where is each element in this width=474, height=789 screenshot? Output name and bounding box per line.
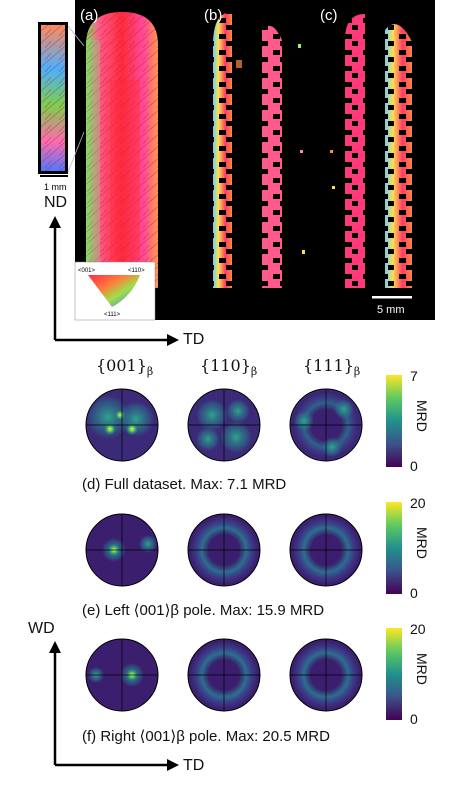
colorbar-e-unit: MRD <box>414 527 430 559</box>
panel-label-c: (c) <box>320 7 338 24</box>
colorbar-e-max: 20 <box>410 495 426 511</box>
axes-arrows-top <box>49 216 179 346</box>
axes-arrows-bottom <box>49 641 179 771</box>
header-001: {001}β <box>96 356 154 379</box>
colorbar-d-min: 0 <box>410 458 418 474</box>
td-axis-label-top: TD <box>183 331 205 348</box>
caption-d: (d) Full dataset. Max: 7.1 MRD <box>82 476 287 493</box>
scale-bar-label: 5 mm <box>377 304 405 316</box>
pole-figure-e-001 <box>85 513 159 587</box>
panel-label-a: (a) <box>80 7 98 24</box>
td-axis-label-bottom: TD <box>183 757 205 774</box>
pole-figure-d-111 <box>289 388 363 462</box>
ebsd-map-a <box>86 12 158 290</box>
caption-f: (f) Right ⟨001⟩β pole. Max: 20.5 MRD <box>82 728 330 745</box>
svg-text:<110>: <110> <box>128 268 145 274</box>
ebsd-inset <box>38 22 85 177</box>
pole-figure-e-111 <box>289 513 363 587</box>
colorbar-d-unit: MRD <box>414 400 430 432</box>
inset-scale-label: 1 mm <box>44 182 67 192</box>
nd-axis-label: ND <box>44 194 68 211</box>
svg-text:<111>: <111> <box>104 312 121 318</box>
colorbar-f-unit: MRD <box>414 653 430 685</box>
caption-e: (e) Left ⟨001⟩β pole. Max: 15.9 MRD <box>82 602 325 619</box>
colorbar-d-max: 7 <box>410 368 418 384</box>
ebsd-map-b <box>213 12 305 288</box>
pole-figure-d-110 <box>187 388 261 462</box>
colorbar-f <box>386 628 402 720</box>
pole-figure-d-001 <box>85 388 159 462</box>
pole-figure-f-110 <box>187 638 261 712</box>
ebsd-map-c <box>330 14 412 288</box>
pole-figure-e-110 <box>187 513 261 587</box>
ipf-color-key: <001> <110> <111> <box>74 261 156 321</box>
scale-bar <box>372 296 412 299</box>
colorbar-e <box>386 502 402 594</box>
header-111: {111}β <box>303 356 361 379</box>
colorbar-d <box>386 375 402 467</box>
panel-label-b: (b) <box>204 7 222 24</box>
pole-figure-f-111 <box>289 638 363 712</box>
colorbar-f-min: 0 <box>410 711 418 727</box>
colorbar-e-min: 0 <box>410 585 418 601</box>
colorbar-f-max: 20 <box>410 621 426 637</box>
pole-figure-f-001 <box>85 638 159 712</box>
svg-text:<001>: <001> <box>78 268 96 274</box>
header-110: {110}β <box>200 356 258 379</box>
wd-axis-label: WD <box>28 620 55 637</box>
